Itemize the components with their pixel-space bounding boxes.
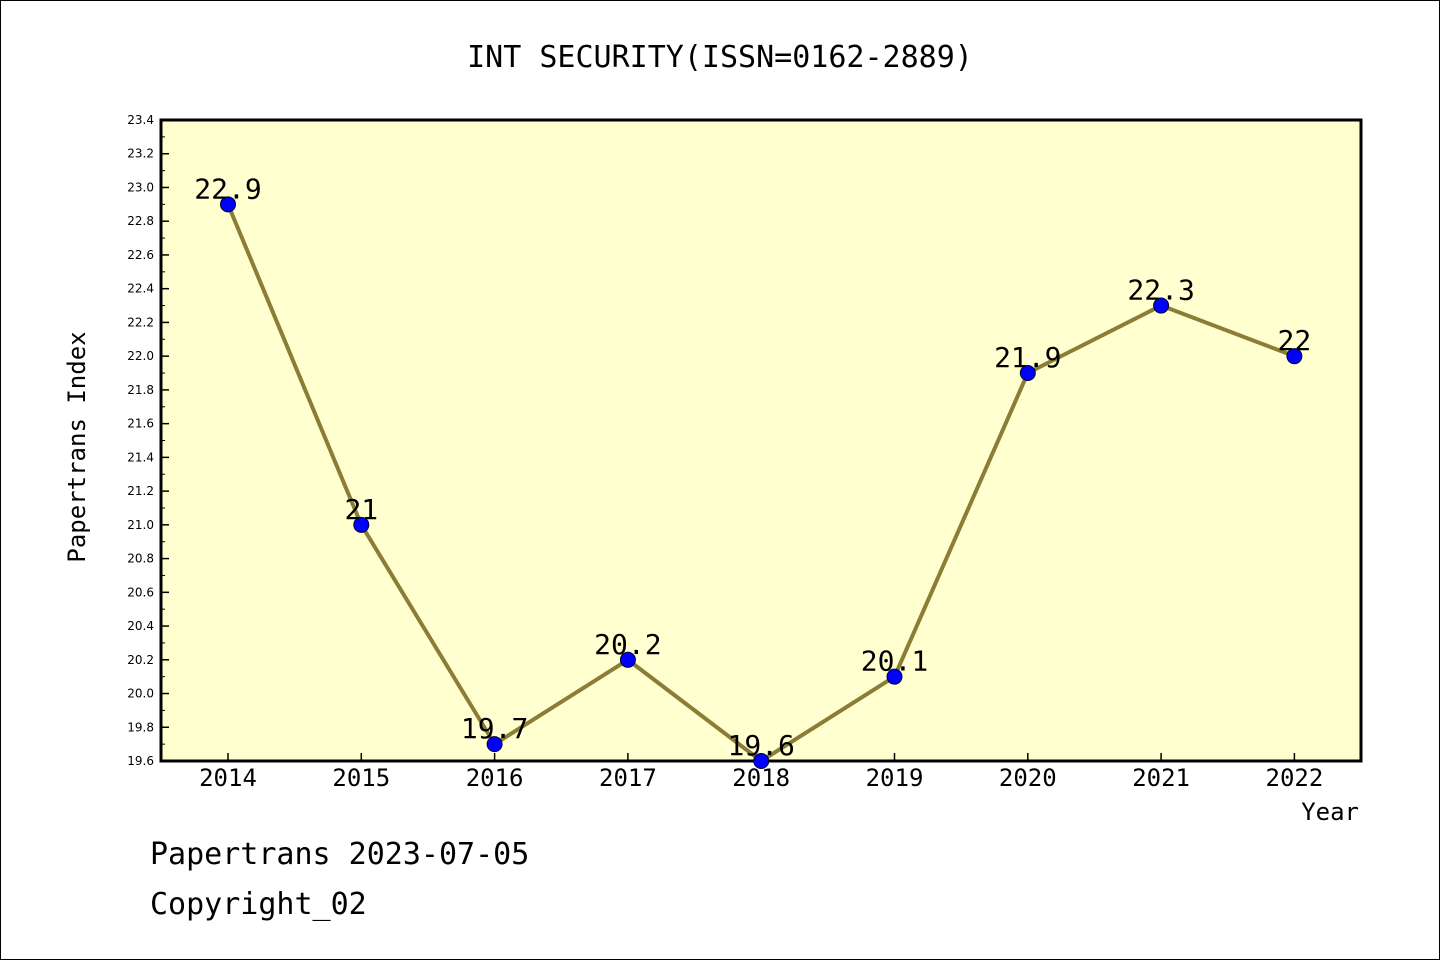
y-tick-label: 23.2 (127, 147, 154, 161)
y-tick-label: 22.6 (127, 248, 154, 262)
footer-date: Papertrans 2023-07-05 (150, 837, 529, 872)
plot-area (159, 118, 1363, 763)
series-layer (220, 196, 1303, 769)
y-tick-label: 21.8 (127, 383, 154, 397)
x-tick-label: 2019 (866, 764, 924, 792)
y-tick-label: 23.4 (127, 113, 154, 127)
x-tick-label: 2020 (999, 764, 1057, 792)
y-tick-label: 22.0 (127, 349, 154, 363)
data-point (486, 736, 503, 753)
y-tick-label: 20.0 (127, 687, 154, 701)
data-point (886, 668, 903, 685)
x-tick-label: 2021 (1132, 764, 1190, 792)
data-point (1286, 348, 1303, 365)
x-tick-label: 2015 (332, 764, 390, 792)
y-tick-label: 21.0 (127, 518, 154, 532)
y-tick-label: 20.8 (127, 552, 154, 566)
data-label: 19.7 (461, 712, 528, 745)
y-tick-label: 23.0 (127, 180, 154, 194)
y-tick-label: 21.6 (127, 417, 154, 431)
data-label: 20.1 (861, 645, 928, 678)
x-tick-label: 2014 (199, 764, 257, 792)
y-axis-label: Papertrans Index (63, 331, 91, 562)
data-label: 22.3 (1127, 274, 1194, 307)
y-tick-label: 19.6 (127, 754, 154, 768)
chart-title: INT SECURITY(ISSN=0162-2889) (467, 40, 973, 75)
y-tick-label: 19.8 (127, 720, 154, 734)
data-label: 22 (1278, 324, 1312, 357)
data-label: 22.9 (194, 172, 261, 205)
data-point (1153, 297, 1170, 314)
x-axis-label: Year (1301, 798, 1359, 826)
y-tick-label: 20.6 (127, 585, 154, 599)
x-tick-label: 2017 (599, 764, 657, 792)
x-tick-label: 2022 (1266, 764, 1324, 792)
data-point (220, 196, 236, 213)
data-label: 21 (344, 493, 378, 526)
y-tick-label: 21.4 (127, 450, 154, 464)
y-tick-label: 21.2 (127, 484, 154, 498)
x-axis: 2014 2015 2016 2017 2018 2019 2020 2021 2022 (199, 753, 1323, 792)
y-tick-label: 22.8 (127, 214, 154, 228)
data-point (753, 753, 770, 769)
data-point (353, 516, 370, 533)
y-tick-label: 20.2 (127, 653, 154, 667)
data-label: 21.9 (994, 341, 1061, 374)
data-point (1019, 365, 1036, 382)
y-tick-label: 22.4 (127, 282, 154, 296)
data-labels: 22.9 21 19.7 20.2 19.6 20.1 21.9 22.3 22 (194, 172, 1311, 762)
footer-copyright: Copyright_02 (150, 887, 367, 922)
data-label: 20.2 (594, 628, 661, 661)
data-point (619, 651, 636, 668)
y-tick-label: 20.4 (127, 619, 154, 633)
data-label: 19.6 (727, 729, 794, 762)
y-axis: 19.6 19.8 20.0 20.2 20.4 20.6 20.8 21.0 21.2 21.4… (127, 113, 169, 768)
y-tick-label: 22.2 (127, 315, 154, 329)
x-tick-label: 2016 (466, 764, 524, 792)
